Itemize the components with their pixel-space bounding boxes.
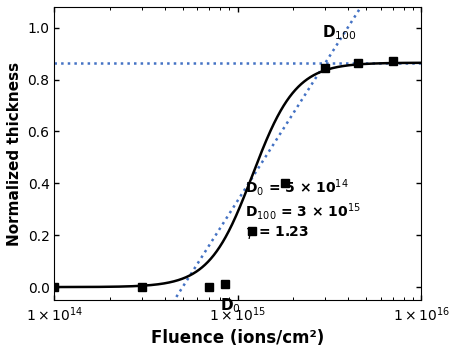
Y-axis label: Normalized thickness: Normalized thickness — [7, 62, 22, 246]
X-axis label: Fluence (ions/cm²): Fluence (ions/cm²) — [151, 329, 324, 347]
Text: D$_{100}$: D$_{100}$ — [322, 23, 357, 42]
Text: D$_0$ = 5 × 10$^{14}$
D$_{100}$ = 3 × 10$^{15}$
$\gamma$ = 1.23: D$_0$ = 5 × 10$^{14}$ D$_{100}$ = 3 × 10… — [245, 177, 361, 241]
Text: D$_0$: D$_0$ — [219, 296, 240, 315]
